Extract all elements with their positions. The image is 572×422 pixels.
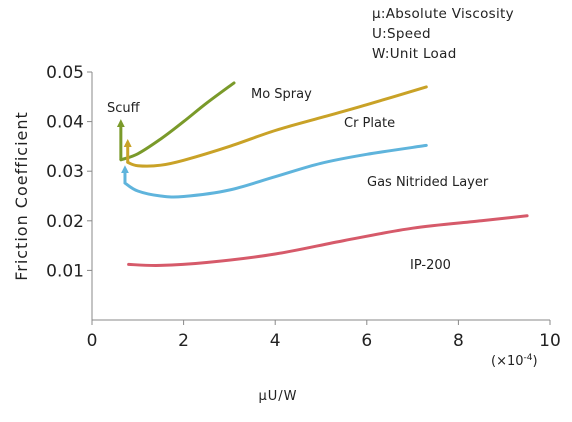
- x-ticks: 0 2 4 6 8 10: [87, 320, 561, 351]
- y-ticks: 0.01 0.02 0.03 0.04 0.05: [46, 63, 92, 281]
- scuff-label: Scuff: [107, 101, 141, 116]
- y-tick-label: 0.04: [46, 113, 84, 133]
- plot-frame: [91, 72, 550, 321]
- series-line-mo-spray: [119, 81, 236, 162]
- x-tick-label: 8: [453, 331, 464, 351]
- series-line-cr-plate: [126, 85, 428, 168]
- y-tick-label: 0.03: [46, 162, 84, 182]
- legend-viscosity: μ:Absolute Viscosity: [372, 6, 514, 22]
- x-tick-label: 4: [270, 331, 281, 351]
- series-label-mo-spray: Mo Spray: [251, 87, 312, 102]
- y-tick-label: 0.05: [46, 63, 84, 83]
- x-tick-label: 0: [87, 331, 98, 351]
- series-label-cr-plate: Cr Plate: [344, 116, 395, 131]
- y-tick-label: 0.01: [46, 261, 84, 281]
- series-label-gas-nitrided: Gas Nitrided Layer: [367, 175, 489, 190]
- x-axis-title: μU/W: [258, 389, 297, 404]
- series-layer: [116, 81, 529, 267]
- legend-unit-load: W:Unit Load: [372, 46, 457, 62]
- legend-speed: U:Speed: [372, 26, 431, 42]
- series-line-gas-nitrided-layer: [123, 143, 428, 199]
- series-line-ip-200: [127, 214, 529, 267]
- x-tick-label: 6: [361, 331, 372, 351]
- y-tick-label: 0.02: [46, 212, 84, 232]
- x-tick-label: 2: [178, 331, 189, 351]
- x-tick-label: 10: [539, 331, 561, 351]
- y-axis-title: Friction Coefficient: [12, 111, 31, 281]
- series-label-ip200: IP-200: [410, 258, 451, 273]
- x-multiplier: (×10-4): [491, 353, 538, 369]
